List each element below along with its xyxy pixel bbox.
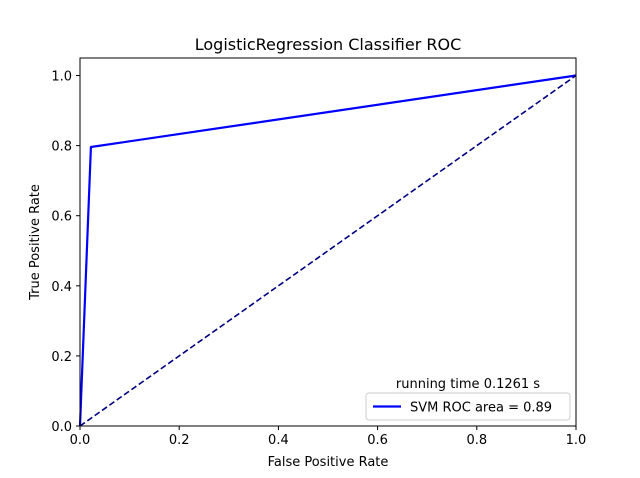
x-tick-label: 1.0: [566, 433, 587, 448]
plot-frame: [79, 57, 577, 427]
x-tick-label: 0.0: [70, 433, 91, 448]
y-axis-label: True Positive Rate: [28, 184, 43, 301]
roc-curve-line: [78, 74, 577, 427]
y-tick-label: 0.6: [51, 210, 72, 225]
x-axis-label: False Positive Rate: [268, 455, 389, 470]
x-tick-label: 0.6: [367, 433, 388, 448]
y-tick-label: 0.0: [51, 420, 72, 435]
legend-box: [365, 392, 571, 421]
y-tick-label: 1.0: [51, 70, 72, 85]
y-tick-label: 0.4: [51, 280, 72, 295]
chance-diagonal-line: [79, 74, 577, 427]
x-tick-label: 0.4: [268, 433, 289, 448]
legend-title: running time 0.1261 s: [396, 377, 540, 392]
legend-entry-label: SVM ROC area = 0.89: [410, 401, 552, 416]
y-tick-label: 0.8: [51, 140, 72, 155]
x-tick-label: 0.8: [466, 433, 487, 448]
chart-title: LogisticRegression Classifier ROC: [195, 35, 461, 54]
x-tick-label: 0.2: [169, 433, 190, 448]
y-tick-label: 0.2: [51, 350, 72, 365]
plot-layer: 0.0 0.2 0.4 0.6 0.8 1.0 0.0 0.2 0.4 0.6 0.8 1.0 runn…: [51, 57, 587, 448]
